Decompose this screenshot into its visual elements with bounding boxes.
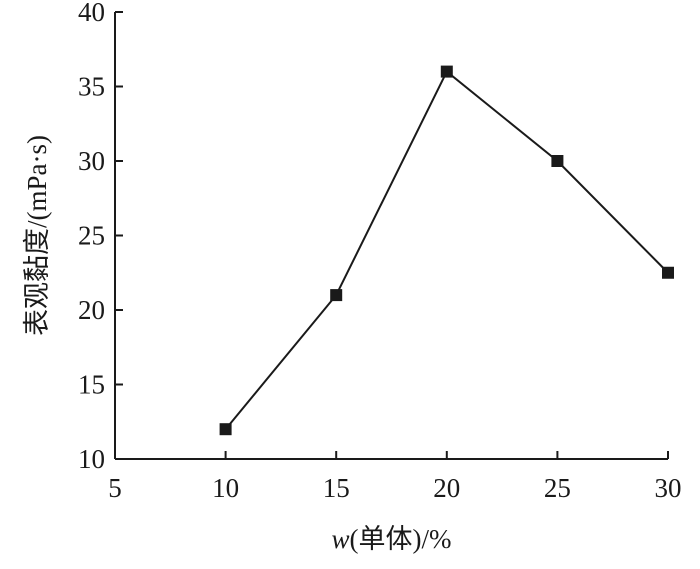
y-tick-label: 25: [78, 221, 105, 251]
x-tick-label: 25: [544, 473, 571, 503]
y-axis-title: 表观黏度/(mPa·s): [22, 135, 52, 336]
y-tick-label: 20: [78, 295, 105, 325]
series-line: [224, 70, 669, 430]
x-tick-label: 5: [108, 473, 122, 503]
y-tick-label: 30: [78, 146, 105, 176]
y-tick-label: 40: [78, 0, 105, 27]
series-group: [219, 65, 674, 436]
x-tick-label: 15: [323, 473, 350, 503]
data-point: [330, 289, 343, 302]
y-ticks: 10 15 20 25 30 35 40: [78, 0, 123, 474]
x-tick-label: 10: [212, 473, 239, 503]
x-tick-label: 30: [655, 473, 682, 503]
y-tick-label: 15: [78, 370, 105, 400]
data-point: [551, 155, 564, 167]
x-axis-title-rest: (单体)/%: [350, 524, 452, 554]
x-tick-label: 20: [433, 473, 460, 503]
y-tick-label: 35: [78, 72, 105, 102]
data-point: [219, 423, 232, 436]
data-point: [662, 266, 674, 279]
y-tick-label: 10: [78, 444, 105, 474]
data-point: [440, 65, 453, 78]
x-ticks: 5 10 15 20 25 30: [108, 451, 682, 503]
x-axis-title: w(单体)/%: [332, 524, 452, 554]
x-axis-title-symbol: w: [332, 524, 350, 554]
axes: [114, 12, 668, 460]
